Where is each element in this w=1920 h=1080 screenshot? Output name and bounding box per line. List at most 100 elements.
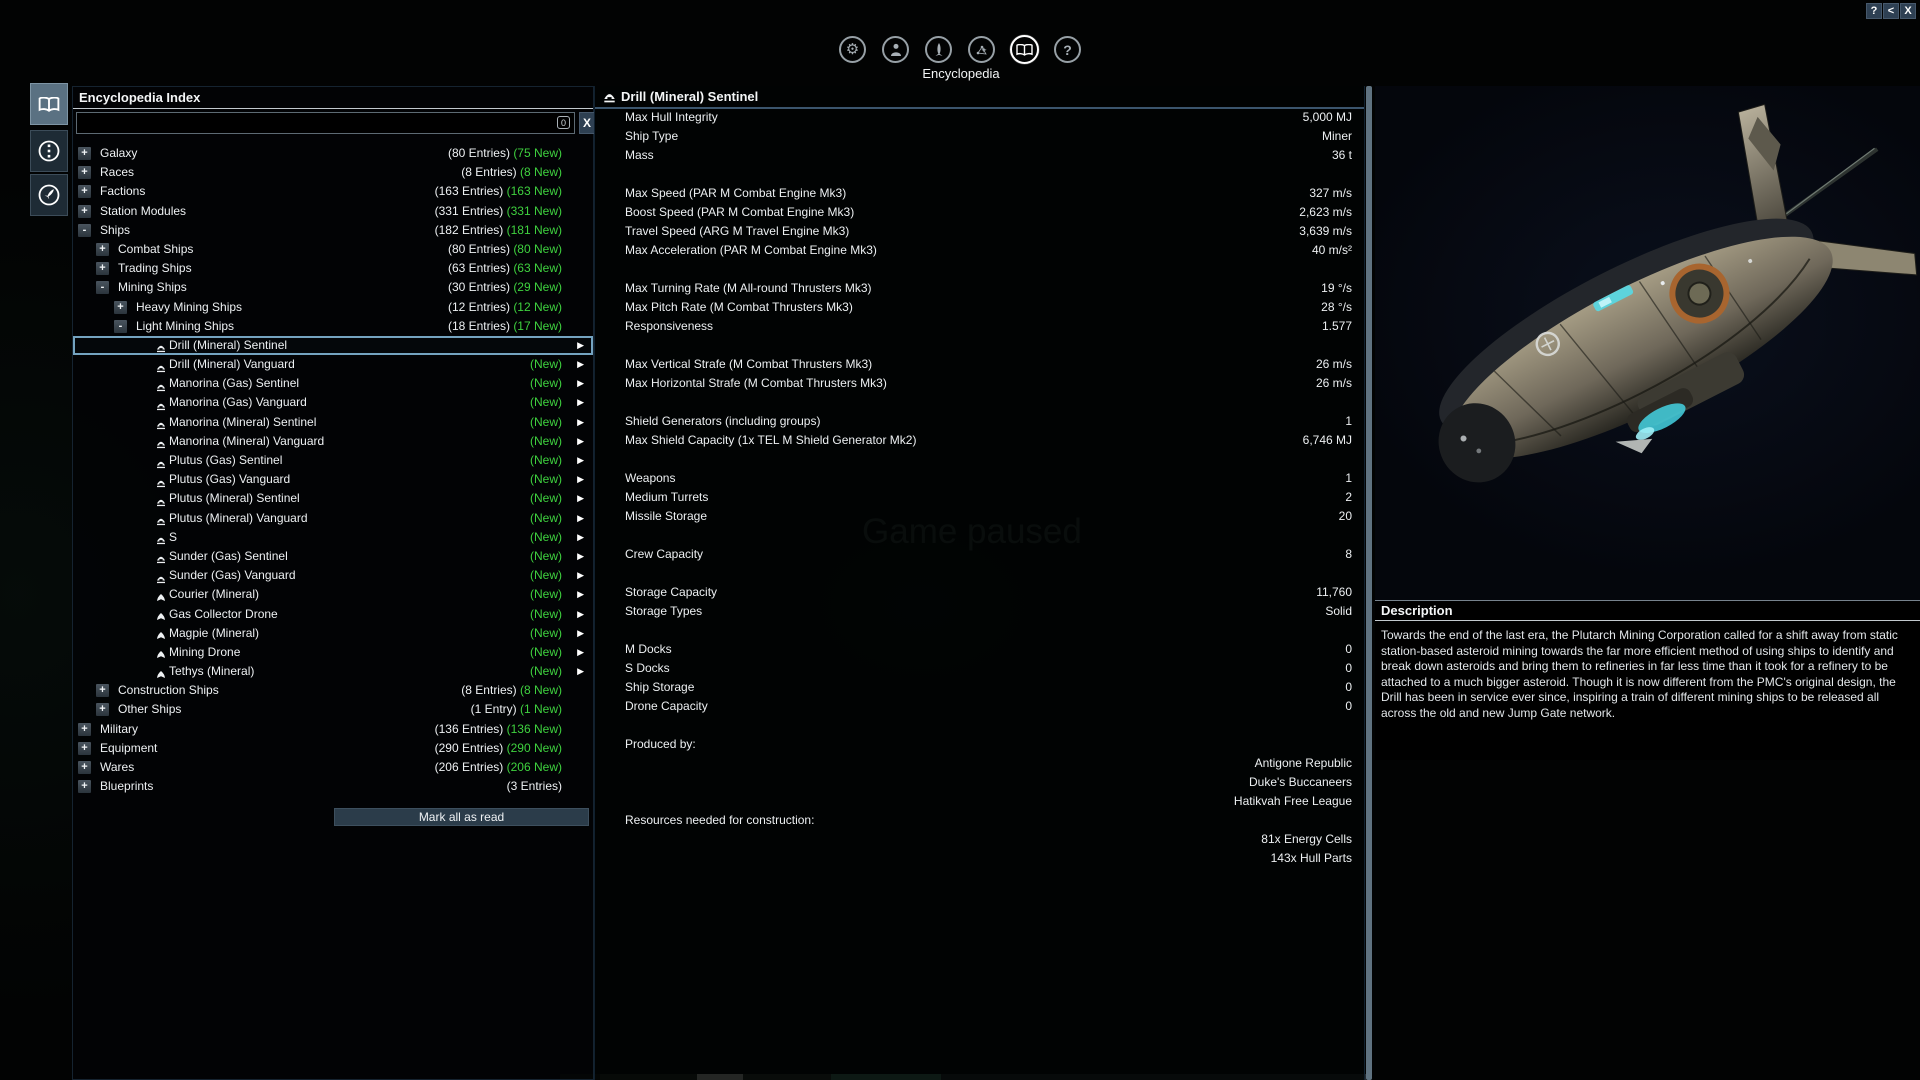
stat-row: Max Horizontal Strafe (M Combat Thruster… <box>595 374 1364 393</box>
tree-entry-row[interactable]: Courier (Mineral) (New) ▶ <box>73 585 593 604</box>
stat-value: 1.577 <box>1321 319 1352 333</box>
tree-category-row[interactable]: + Station Modules (331 Entries) (331 New) <box>73 202 593 221</box>
tree-entry-row[interactable]: Gas Collector Drone (New) ▶ <box>73 605 593 624</box>
detail-scrollbar[interactable] <box>1366 86 1372 1080</box>
tree-category-row[interactable]: - Ships (182 Entries) (181 New) <box>73 221 593 240</box>
tree-entry-row[interactable]: Manorina (Mineral) Vanguard (New) ▶ <box>73 432 593 451</box>
tree-entry-label: Plutus (Mineral) Vanguard <box>169 510 308 525</box>
stat-row: Storage Capacity 11,760 <box>595 583 1364 602</box>
tree-category-row[interactable]: + Heavy Mining Ships (12 Entries) (12 New) <box>73 298 593 317</box>
tree-category-label: Blueprints <box>100 779 154 794</box>
stat-row <box>595 526 1364 545</box>
stat-label: Mass <box>625 148 654 162</box>
tree-category-row[interactable]: + Combat Ships (80 Entries) (80 New) <box>73 240 593 259</box>
tree-category-row[interactable]: + Military (136 Entries) (136 New) <box>73 720 593 739</box>
tree-entry-row[interactable]: S (New) ▶ <box>73 528 593 547</box>
stat-label: Responsiveness <box>625 319 714 333</box>
tree-entry-row[interactable]: Magpie (Mineral) (New) ▶ <box>73 624 593 643</box>
tree-expander[interactable]: + <box>78 741 91 755</box>
tree-expander[interactable]: + <box>78 780 91 794</box>
stat-value: 1 <box>1345 414 1352 428</box>
side-tab-scan-timeline[interactable] <box>30 130 68 172</box>
side-tab-ship-database[interactable] <box>30 174 68 216</box>
player-profile-icon[interactable] <box>882 36 909 63</box>
tree-entry-row[interactable]: Drill (Mineral) Vanguard (New) ▶ <box>73 355 593 374</box>
tree-entry-row[interactable]: Sunder (Gas) Vanguard (New) ▶ <box>73 566 593 585</box>
ship-icon[interactable] <box>925 36 952 63</box>
tree-category-row[interactable]: + Galaxy (80 Entries) (75 New) <box>73 144 593 163</box>
tree-expander[interactable]: + <box>78 722 91 736</box>
stat-value: 6,746 MJ <box>1302 433 1352 447</box>
new-badge: (New) <box>530 433 562 448</box>
tree-category-label: Equipment <box>100 740 158 755</box>
tree-entry-label: Courier (Mineral) <box>169 587 260 602</box>
stat-row: Max Pitch Rate (M Combat Thrusters Mk3) 2… <box>595 298 1364 317</box>
search-clear-button[interactable]: X <box>579 112 595 134</box>
tree-expander[interactable]: + <box>78 204 91 218</box>
tree-entry-row[interactable]: Plutus (Gas) Sentinel (New) ▶ <box>73 451 593 470</box>
tree-entry-row[interactable]: Drill (Mineral) Sentinel ▶ <box>73 335 593 356</box>
tree-category-row[interactable]: + Equipment (290 Entries) (290 New) <box>73 739 593 758</box>
map-constellation-icon[interactable] <box>968 36 995 63</box>
open-entry-arrow-icon: ▶ <box>577 512 584 523</box>
tree-category-row[interactable]: + Blueprints (3 Entries) <box>73 777 593 796</box>
help-question-icon[interactable]: ? <box>1054 36 1081 63</box>
tree-expander[interactable]: - <box>78 223 91 237</box>
stat-value: 0 <box>1345 661 1352 675</box>
tree-entry-row[interactable]: Tethys (Mineral) (New) ▶ <box>73 662 593 681</box>
tree-expander[interactable]: + <box>78 166 91 180</box>
stat-value: 0 <box>1345 642 1352 656</box>
tree-expander[interactable]: + <box>96 684 109 698</box>
tree-expander[interactable]: + <box>78 185 91 199</box>
open-entry-arrow-icon: ▶ <box>577 435 584 446</box>
tree-expander[interactable]: - <box>96 281 109 295</box>
tree-entry-row[interactable]: Sunder (Gas) Sentinel (New) ▶ <box>73 547 593 566</box>
tree-category-row[interactable]: - Mining Ships (30 Entries) (29 New) <box>73 278 593 297</box>
tree-category-row[interactable]: + Wares (206 Entries) (206 New) <box>73 758 593 777</box>
window-back-button[interactable]: < <box>1883 3 1899 19</box>
tree-category-label: Heavy Mining Ships <box>136 299 243 314</box>
side-tab-encyclopedia[interactable] <box>30 83 68 125</box>
mark-all-as-read-button[interactable]: Mark all as read <box>334 808 589 826</box>
tree-entry-row[interactable]: Manorina (Gas) Sentinel (New) ▶ <box>73 374 593 393</box>
tree-category-row[interactable]: + Factions (163 Entries) (163 New) <box>73 182 593 201</box>
tree-category-row[interactable]: + Construction Ships (8 Entries) (8 New) <box>73 681 593 700</box>
tree-category-row[interactable]: - Light Mining Ships (18 Entries) (17 New) <box>73 317 593 336</box>
tree-expander[interactable]: + <box>78 761 91 774</box>
tree-entry-row[interactable]: Plutus (Mineral) Vanguard (New) ▶ <box>73 509 593 528</box>
window-close-button[interactable]: X <box>1900 3 1916 19</box>
tree-entry-row[interactable]: Manorina (Mineral) Sentinel (New) ▶ <box>73 413 593 432</box>
stat-value: 3,639 m/s <box>1299 224 1352 238</box>
ship-icon <box>156 456 166 474</box>
tree-entry-counts: (1 Entry) (1 New) <box>470 702 562 717</box>
tree-entry-row[interactable]: Manorina (Gas) Vanguard (New) ▶ <box>73 393 593 412</box>
new-badge: (New) <box>530 414 562 429</box>
tree-category-row[interactable]: + Other Ships (1 Entry) (1 New) <box>73 700 593 719</box>
open-entry-arrow-icon: ▶ <box>577 666 584 677</box>
open-entry-arrow-icon: ▶ <box>577 531 584 542</box>
window-help-button[interactable]: ? <box>1866 3 1882 19</box>
encyclopedia-book-icon[interactable] <box>1010 35 1039 64</box>
stat-label: Ship Storage <box>625 680 695 694</box>
tree-expander[interactable]: + <box>78 147 91 160</box>
open-entry-arrow-icon: ▶ <box>577 416 584 427</box>
tree-expander[interactable]: + <box>114 300 127 314</box>
settings-gear-icon[interactable]: ⚙ <box>839 36 866 63</box>
tree-expander[interactable]: + <box>96 262 109 276</box>
header-accent-line <box>595 107 1364 109</box>
stat-row: Max Vertical Strafe (M Combat Thrusters … <box>595 355 1364 374</box>
search-input[interactable] <box>76 112 575 134</box>
producing-faction: Duke's Buccaneers <box>1248 775 1352 789</box>
stat-row: Duke's Buccaneers <box>595 773 1364 792</box>
stat-row: Mass 36 t <box>595 146 1364 165</box>
tree-expander[interactable]: - <box>114 319 127 333</box>
tree-expander[interactable]: + <box>96 242 109 256</box>
tree-category-row[interactable]: + Races (8 Entries) (8 New) <box>73 163 593 182</box>
tree-entry-row[interactable]: Mining Drone (New) ▶ <box>73 643 593 662</box>
stat-row <box>595 564 1364 583</box>
tree-entry-row[interactable]: Plutus (Mineral) Sentinel (New) ▶ <box>73 489 593 508</box>
tree-category-row[interactable]: + Trading Ships (63 Entries) (63 New) <box>73 259 593 278</box>
tree-expander[interactable]: + <box>96 703 109 717</box>
tree-entry-row[interactable]: Plutus (Gas) Vanguard (New) ▶ <box>73 470 593 489</box>
ship-icon <box>156 436 166 454</box>
